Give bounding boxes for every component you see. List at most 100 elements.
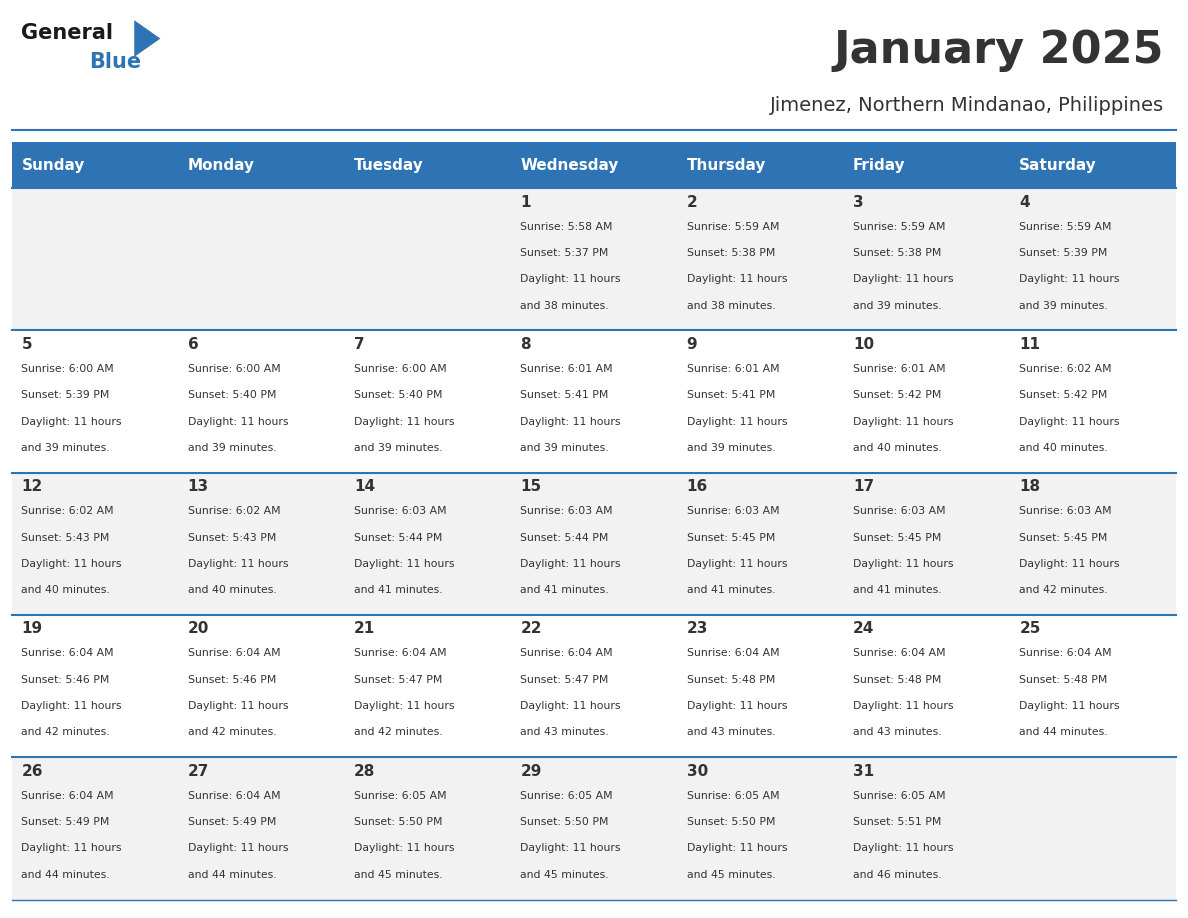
FancyBboxPatch shape [843,757,1010,900]
Text: Sunset: 5:39 PM: Sunset: 5:39 PM [21,390,109,400]
Text: and 42 minutes.: and 42 minutes. [1019,585,1108,595]
Text: Blue: Blue [89,52,141,73]
Text: Daylight: 11 hours: Daylight: 11 hours [354,559,455,569]
Text: Sunset: 5:40 PM: Sunset: 5:40 PM [188,390,276,400]
Text: Sunset: 5:37 PM: Sunset: 5:37 PM [520,248,608,258]
Text: 23: 23 [687,621,708,636]
FancyBboxPatch shape [345,757,511,900]
Text: January 2025: January 2025 [834,29,1164,73]
Text: and 45 minutes.: and 45 minutes. [520,869,609,879]
Text: Sunrise: 6:00 AM: Sunrise: 6:00 AM [188,364,280,374]
Text: Sunrise: 6:03 AM: Sunrise: 6:03 AM [853,506,946,516]
Text: and 39 minutes.: and 39 minutes. [354,442,443,453]
Text: Sunset: 5:48 PM: Sunset: 5:48 PM [687,675,775,685]
Text: Sunrise: 6:03 AM: Sunrise: 6:03 AM [1019,506,1112,516]
Text: Sunrise: 6:02 AM: Sunrise: 6:02 AM [1019,364,1112,374]
Text: Sunset: 5:44 PM: Sunset: 5:44 PM [354,532,442,543]
FancyBboxPatch shape [178,615,345,757]
FancyBboxPatch shape [677,757,843,900]
Polygon shape [134,20,160,57]
Text: 18: 18 [1019,479,1041,494]
Text: Daylight: 11 hours: Daylight: 11 hours [520,417,621,427]
Text: 30: 30 [687,764,708,778]
Text: 2: 2 [687,195,697,209]
FancyBboxPatch shape [178,188,345,330]
FancyBboxPatch shape [677,473,843,615]
FancyBboxPatch shape [12,330,178,473]
Text: Sunrise: 6:04 AM: Sunrise: 6:04 AM [21,790,114,800]
Text: and 43 minutes.: and 43 minutes. [687,727,776,737]
Text: Sunrise: 6:05 AM: Sunrise: 6:05 AM [853,790,946,800]
Text: and 44 minutes.: and 44 minutes. [21,869,110,879]
Text: General: General [21,23,113,43]
FancyBboxPatch shape [1010,330,1176,473]
Text: 13: 13 [188,479,209,494]
FancyBboxPatch shape [178,473,345,615]
Text: Sunset: 5:42 PM: Sunset: 5:42 PM [853,390,941,400]
Text: and 40 minutes.: and 40 minutes. [21,585,110,595]
Text: and 39 minutes.: and 39 minutes. [520,442,609,453]
FancyBboxPatch shape [1010,188,1176,330]
FancyBboxPatch shape [843,330,1010,473]
Text: Daylight: 11 hours: Daylight: 11 hours [188,701,289,711]
Text: Sunrise: 6:03 AM: Sunrise: 6:03 AM [354,506,447,516]
FancyBboxPatch shape [345,142,511,188]
Text: Sunrise: 6:03 AM: Sunrise: 6:03 AM [687,506,779,516]
Text: Daylight: 11 hours: Daylight: 11 hours [853,274,954,285]
Text: 3: 3 [853,195,864,209]
Text: Sunset: 5:45 PM: Sunset: 5:45 PM [1019,532,1107,543]
Text: Daylight: 11 hours: Daylight: 11 hours [687,274,788,285]
Text: Daylight: 11 hours: Daylight: 11 hours [21,417,122,427]
FancyBboxPatch shape [178,757,345,900]
Text: 11: 11 [1019,337,1041,352]
FancyBboxPatch shape [843,188,1010,330]
FancyBboxPatch shape [677,142,843,188]
FancyBboxPatch shape [511,615,677,757]
FancyBboxPatch shape [12,142,178,188]
Text: Sunrise: 6:04 AM: Sunrise: 6:04 AM [354,648,447,658]
Text: and 41 minutes.: and 41 minutes. [687,585,776,595]
FancyBboxPatch shape [677,615,843,757]
Text: Sunset: 5:49 PM: Sunset: 5:49 PM [188,817,276,827]
Text: and 40 minutes.: and 40 minutes. [188,585,277,595]
Text: Sunrise: 6:00 AM: Sunrise: 6:00 AM [21,364,114,374]
Text: Daylight: 11 hours: Daylight: 11 hours [1019,559,1120,569]
Text: Sunset: 5:38 PM: Sunset: 5:38 PM [853,248,941,258]
Text: 22: 22 [520,621,542,636]
Text: Daylight: 11 hours: Daylight: 11 hours [21,559,122,569]
Text: Sunrise: 5:59 AM: Sunrise: 5:59 AM [853,221,946,231]
Text: 21: 21 [354,621,375,636]
Text: 29: 29 [520,764,542,778]
Text: 10: 10 [853,337,874,352]
Text: Saturday: Saturday [1019,158,1097,173]
Text: Sunset: 5:48 PM: Sunset: 5:48 PM [853,675,941,685]
FancyBboxPatch shape [12,615,178,757]
Text: Sunrise: 6:05 AM: Sunrise: 6:05 AM [520,790,613,800]
Text: 8: 8 [520,337,531,352]
Text: Daylight: 11 hours: Daylight: 11 hours [853,701,954,711]
Text: and 44 minutes.: and 44 minutes. [188,869,277,879]
Text: and 42 minutes.: and 42 minutes. [188,727,277,737]
Text: Sunset: 5:45 PM: Sunset: 5:45 PM [853,532,941,543]
Text: and 43 minutes.: and 43 minutes. [853,727,942,737]
Text: Sunset: 5:41 PM: Sunset: 5:41 PM [687,390,775,400]
Text: Sunset: 5:50 PM: Sunset: 5:50 PM [520,817,608,827]
Text: 1: 1 [520,195,531,209]
FancyBboxPatch shape [345,615,511,757]
Text: and 38 minutes.: and 38 minutes. [687,300,776,310]
Text: Sunrise: 6:04 AM: Sunrise: 6:04 AM [520,648,613,658]
Text: Sunrise: 6:04 AM: Sunrise: 6:04 AM [687,648,779,658]
Text: 31: 31 [853,764,874,778]
Text: Sunset: 5:46 PM: Sunset: 5:46 PM [188,675,276,685]
Text: Daylight: 11 hours: Daylight: 11 hours [687,559,788,569]
Text: 25: 25 [1019,621,1041,636]
Text: Sunrise: 6:05 AM: Sunrise: 6:05 AM [354,790,447,800]
Text: 14: 14 [354,479,375,494]
FancyBboxPatch shape [1010,142,1176,188]
Text: and 41 minutes.: and 41 minutes. [520,585,609,595]
Text: Daylight: 11 hours: Daylight: 11 hours [687,417,788,427]
Text: Friday: Friday [853,158,905,173]
Text: Sunset: 5:44 PM: Sunset: 5:44 PM [520,532,608,543]
Text: Tuesday: Tuesday [354,158,424,173]
Text: Daylight: 11 hours: Daylight: 11 hours [853,844,954,854]
